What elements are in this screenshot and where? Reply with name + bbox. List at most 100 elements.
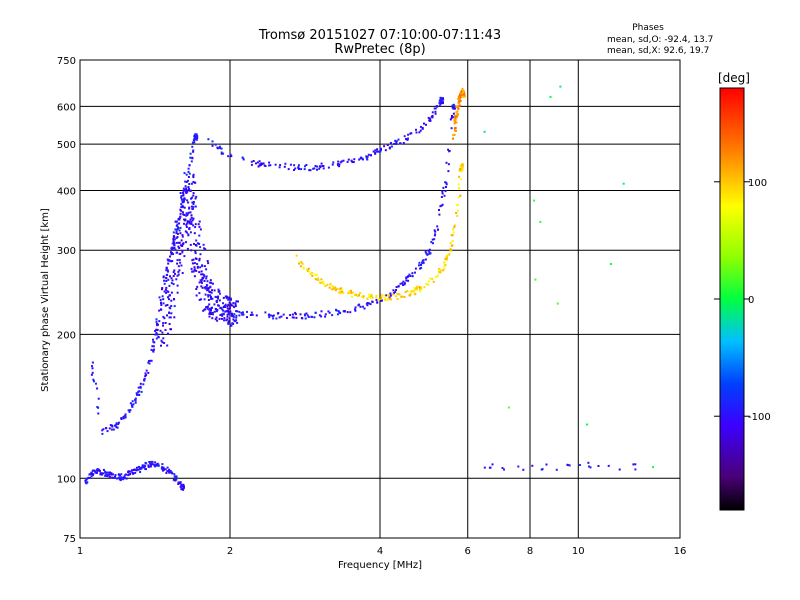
data-point	[178, 252, 181, 255]
data-point	[207, 299, 210, 301]
data-point	[444, 190, 447, 193]
data-point	[461, 168, 464, 171]
data-point	[162, 466, 165, 469]
data-point	[135, 469, 138, 472]
data-point	[346, 160, 349, 163]
data-point	[366, 304, 369, 307]
data-point	[112, 428, 115, 431]
data-point	[349, 311, 352, 314]
data-point	[318, 281, 321, 284]
data-point	[193, 275, 196, 278]
data-point	[351, 295, 353, 298]
data-point	[434, 110, 437, 113]
data-point	[380, 293, 383, 296]
data-point	[176, 291, 179, 294]
colorbar-tick-label: 100	[748, 178, 767, 189]
data-point	[420, 288, 423, 291]
data-point	[441, 190, 444, 193]
data-point	[178, 217, 181, 219]
data-point	[122, 415, 125, 418]
data-point	[420, 263, 422, 266]
data-point	[178, 241, 181, 244]
data-point	[555, 468, 558, 471]
data-point	[181, 245, 184, 247]
data-point	[168, 316, 171, 319]
data-point	[187, 179, 189, 182]
data-point	[454, 116, 457, 119]
data-point	[260, 163, 262, 166]
data-point	[179, 215, 182, 218]
data-point	[95, 382, 97, 385]
data-point	[250, 160, 253, 163]
data-point	[162, 276, 165, 279]
data-point	[456, 116, 458, 118]
data-point	[545, 463, 548, 466]
data-point	[384, 149, 387, 152]
x-tick-label: 6	[465, 546, 471, 557]
data-point	[229, 297, 232, 300]
data-point	[307, 316, 310, 318]
data-point	[303, 168, 306, 171]
data-point	[376, 301, 379, 304]
data-point	[305, 164, 308, 166]
data-point	[97, 412, 100, 415]
data-point	[258, 164, 261, 167]
data-point	[380, 296, 383, 299]
data-point	[357, 294, 360, 297]
data-point	[219, 314, 222, 316]
data-point	[178, 247, 181, 249]
data-point	[163, 290, 166, 293]
data-point	[306, 268, 309, 271]
data-point	[172, 275, 175, 277]
data-point	[218, 147, 221, 149]
data-point	[343, 310, 346, 313]
data-point	[179, 208, 182, 211]
data-point	[196, 285, 199, 288]
data-point	[97, 469, 99, 472]
data-point	[173, 247, 176, 249]
data-point	[457, 107, 460, 110]
data-point	[405, 276, 408, 279]
data-point	[102, 428, 105, 431]
data-point	[294, 313, 297, 316]
data-point	[227, 313, 230, 316]
data-point	[143, 466, 146, 469]
data-point	[250, 311, 253, 314]
data-point	[423, 122, 425, 125]
data-point	[249, 314, 252, 316]
data-point	[460, 170, 463, 173]
x-tick-label: 8	[527, 546, 533, 557]
data-point	[192, 139, 195, 142]
data-point	[264, 311, 267, 314]
data-point	[210, 313, 212, 315]
data-point	[218, 299, 221, 302]
data-point	[457, 105, 460, 108]
data-point	[246, 310, 248, 313]
data-point	[434, 233, 437, 236]
data-point	[178, 269, 181, 272]
data-point	[425, 252, 428, 255]
data-point	[225, 295, 228, 298]
data-point	[337, 164, 339, 167]
data-point	[123, 415, 126, 418]
data-point	[455, 106, 458, 109]
data-point	[445, 183, 448, 186]
data-point	[222, 312, 225, 315]
data-point	[207, 262, 210, 265]
data-point	[292, 316, 295, 319]
data-point	[403, 135, 406, 138]
data-point	[461, 164, 464, 166]
data-point	[185, 173, 188, 176]
data-point	[181, 485, 184, 487]
data-point	[483, 466, 486, 469]
data-point	[175, 241, 178, 244]
data-point	[161, 288, 163, 291]
data-point	[318, 167, 321, 170]
data-point	[214, 318, 217, 321]
data-point	[203, 275, 206, 278]
data-point	[195, 239, 198, 242]
data-point	[501, 467, 504, 469]
data-point	[371, 300, 374, 303]
data-point	[462, 91, 465, 94]
data-point	[219, 307, 222, 310]
